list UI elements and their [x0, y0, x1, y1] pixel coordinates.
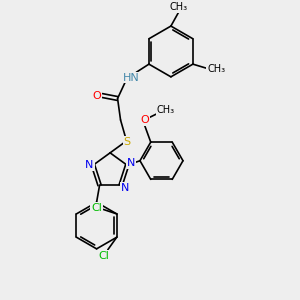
Text: O: O — [140, 115, 149, 125]
Text: HN: HN — [123, 73, 140, 82]
Text: CH₃: CH₃ — [169, 2, 188, 12]
Text: CH₃: CH₃ — [207, 64, 225, 74]
Text: N: N — [127, 158, 136, 168]
Text: O: O — [92, 91, 101, 100]
Text: Cl: Cl — [99, 251, 110, 261]
Text: CH₃: CH₃ — [157, 105, 175, 115]
Text: Cl: Cl — [91, 203, 102, 213]
Text: N: N — [85, 160, 94, 170]
Text: S: S — [124, 137, 131, 147]
Text: N: N — [121, 183, 129, 193]
